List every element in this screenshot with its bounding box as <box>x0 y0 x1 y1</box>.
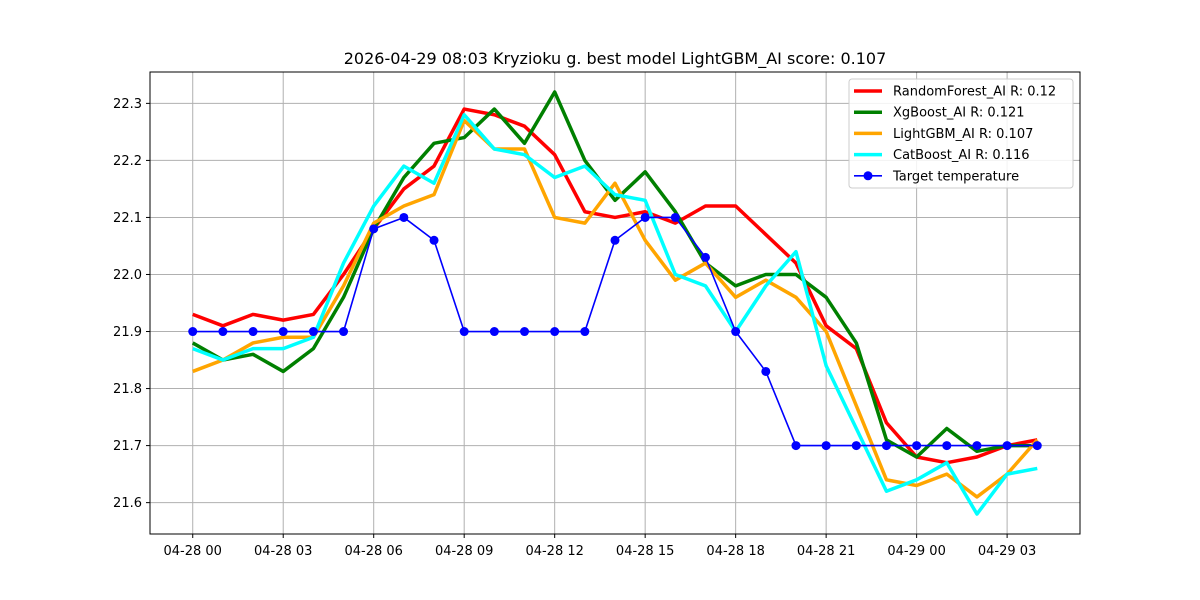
series-layer <box>188 90 1042 516</box>
y-tick-label: 21.9 <box>113 325 142 340</box>
legend-box <box>848 78 1074 189</box>
x-tick-label: 04-28 09 <box>435 544 493 559</box>
data-point <box>399 212 409 222</box>
legend-label: CatBoost_AI R: 0.116 <box>893 148 1030 163</box>
data-point <box>821 441 831 451</box>
data-point <box>670 212 680 222</box>
y-tick-label: 22.3 <box>113 97 142 112</box>
y-tick-label: 21.6 <box>113 496 142 511</box>
y-tick-label: 22.2 <box>113 154 142 169</box>
series-line <box>192 113 1038 516</box>
series-2 <box>192 118 1039 499</box>
data-point <box>188 327 198 337</box>
y-tick-label: 21.8 <box>113 382 142 397</box>
data-point <box>278 327 288 337</box>
data-point <box>881 441 891 451</box>
legend-label: XgBoost_AI R: 0.121 <box>893 106 1025 121</box>
legend: RandomForest_AI R: 0.12 XgBoost_AI R: 0.1… <box>848 78 1074 189</box>
data-point <box>851 441 861 451</box>
data-point <box>520 327 530 337</box>
series-line <box>192 118 1039 499</box>
legend-marker <box>863 171 873 181</box>
x-tick-label: 04-28 12 <box>525 544 583 559</box>
x-tick-label: 04-28 06 <box>344 544 402 559</box>
plot-frame <box>149 71 1081 535</box>
x-tick-label: 04-28 18 <box>706 544 764 559</box>
x-tick-label: 04-28 03 <box>254 544 312 559</box>
data-point <box>912 441 922 451</box>
data-point <box>339 327 349 337</box>
legend-label: RandomForest_AI R: 0.12 <box>893 85 1056 100</box>
data-point <box>942 441 952 451</box>
data-point <box>369 224 379 234</box>
grid <box>150 72 1080 534</box>
x-tick-label: 04-28 15 <box>616 544 674 559</box>
series-4 <box>188 212 1042 451</box>
data-point <box>248 327 258 337</box>
y-tick-label: 22.1 <box>113 211 142 226</box>
y-tick-label: 22.0 <box>113 268 142 283</box>
chart-title: 2026-04-29 08:03 Kryzioku g. best model … <box>344 49 887 69</box>
data-point <box>761 366 771 376</box>
data-point <box>218 327 228 337</box>
data-point <box>640 212 650 222</box>
y-tick-label: 21.7 <box>113 439 142 454</box>
series-3 <box>192 113 1038 516</box>
data-point <box>580 327 590 337</box>
data-point <box>1002 441 1012 451</box>
data-point <box>429 235 439 245</box>
data-point <box>1032 441 1042 451</box>
legend-label: Target temperature <box>892 169 1019 184</box>
legend-label: LightGBM_AI R: 0.107 <box>893 127 1033 142</box>
axes: 04-28 00 04-28 03 04-28 06 04-28 09 04-28 12… <box>113 97 1036 559</box>
data-point <box>700 252 710 262</box>
x-tick-label: 04-29 00 <box>887 544 945 559</box>
data-point <box>550 327 560 337</box>
data-point <box>308 327 318 337</box>
x-tick-label: 04-28 00 <box>164 544 222 559</box>
data-point <box>972 441 982 451</box>
x-tick-label: 04-28 21 <box>797 544 855 559</box>
x-tick-label: 04-29 03 <box>978 544 1036 559</box>
data-point <box>791 441 801 451</box>
data-point <box>459 327 469 337</box>
data-point <box>731 327 741 337</box>
data-point <box>610 235 620 245</box>
data-point <box>489 327 499 337</box>
